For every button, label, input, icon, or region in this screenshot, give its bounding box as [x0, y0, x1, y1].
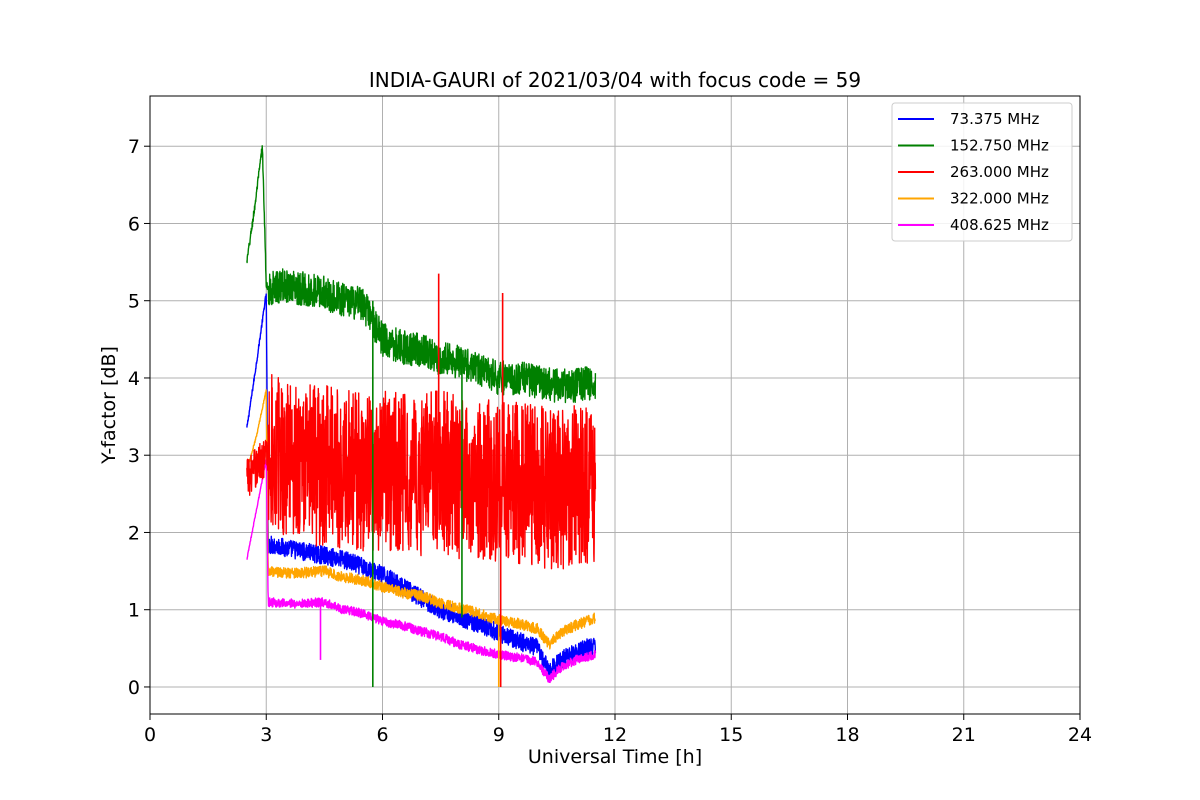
x-tick-label: 21: [952, 724, 976, 746]
y-tick-label: 0: [128, 677, 140, 699]
y-tick-label: 7: [128, 136, 140, 158]
legend-label: 408.625 MHz: [950, 216, 1049, 234]
y-tick-label: 2: [128, 522, 140, 544]
x-tick-label: 9: [493, 724, 505, 746]
series-line-73-375-mhz: [246, 293, 597, 681]
legend-label: 322.000 MHz: [950, 190, 1049, 208]
legend-item-408-625-mhz: 408.625 MHz: [898, 216, 1049, 234]
y-axis-label: Y-factor [dB]: [98, 346, 120, 465]
legend-label: 263.000 MHz: [950, 163, 1049, 181]
y-tick-label: 1: [128, 600, 140, 622]
y-tick-label: 5: [128, 291, 140, 313]
series-line-408-625-mhz: [246, 459, 597, 684]
series-line-263-000-mhz: [246, 374, 597, 570]
x-axis-label: Universal Time [h]: [528, 746, 702, 768]
x-tick-label: 15: [719, 724, 743, 746]
x-tick-label: 12: [603, 724, 627, 746]
y-tick-label: 4: [128, 368, 140, 390]
legend: 73.375 MHz 152.750 MHz 263.000 MHz 322.000 …: [891, 102, 1073, 242]
legend-item-73-375-mhz: 73.375 MHz: [898, 110, 1039, 128]
y-tick-label: 6: [128, 213, 140, 235]
chart-title: INDIA-GAURI of 2021/03/04 with focus cod…: [369, 68, 861, 92]
series-line-322-000-mhz: [246, 389, 597, 650]
legend-label: 73.375 MHz: [950, 110, 1039, 128]
x-tick-label: 6: [376, 724, 388, 746]
x-tick-label: 0: [144, 724, 156, 746]
x-tick-label: 18: [835, 724, 859, 746]
legend-item-152-750-mhz: 152.750 MHz: [898, 137, 1049, 155]
x-tick-label: 24: [1068, 724, 1092, 746]
legend-item-263-000-mhz: 263.000 MHz: [898, 163, 1049, 181]
legend-item-322-000-mhz: 322.000 MHz: [898, 190, 1049, 208]
y-tick-label: 3: [128, 445, 140, 467]
series-layer: [246, 145, 597, 687]
series-line-152-750-mhz: [246, 145, 597, 404]
x-tick-label: 3: [260, 724, 272, 746]
legend-label: 152.750 MHz: [950, 137, 1049, 155]
legend-box: [891, 102, 1073, 242]
